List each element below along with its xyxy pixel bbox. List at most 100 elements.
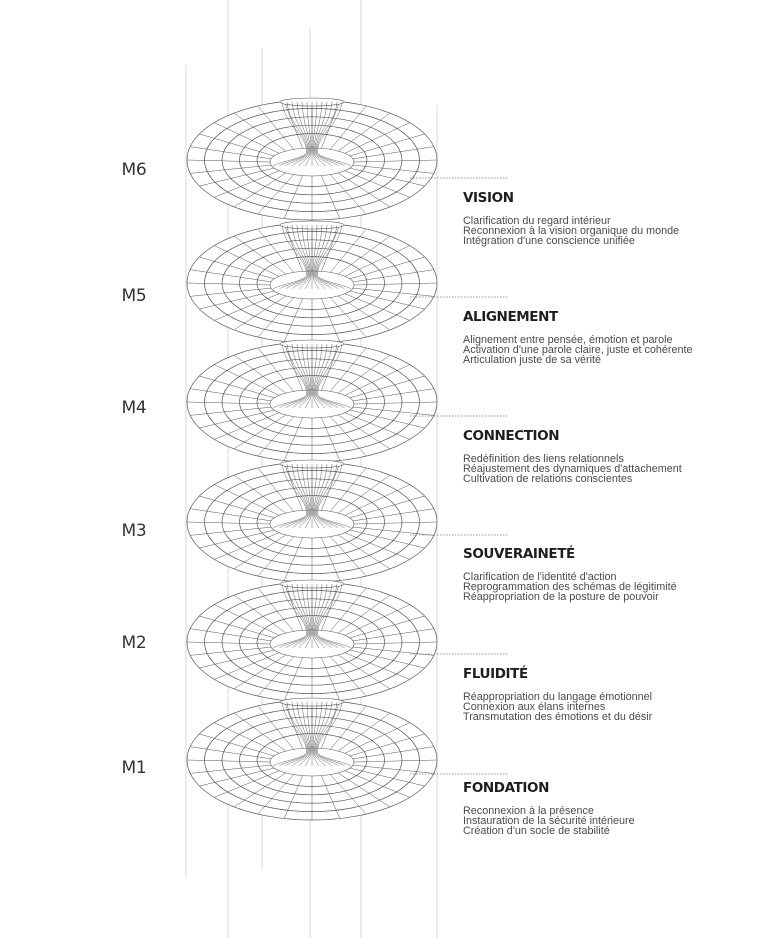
disc-spoke [190,646,272,656]
disc-spoke [321,657,341,701]
funnel-strand [314,274,332,290]
disc-spoke [349,375,425,399]
funnel-strand [296,224,310,276]
disc-spoke [214,412,280,440]
funnel-strand [313,101,323,153]
disc-spoke [257,656,294,697]
disc-spoke [321,537,341,581]
disc-spoke [233,594,286,634]
funnel-strand [314,393,332,409]
funnel-strand [281,343,307,395]
disc-spoke [283,657,303,701]
disc-spoke [199,649,275,669]
disc-spoke [190,764,272,774]
disc-spoke [344,484,410,516]
disc-spoke [330,536,367,577]
disc-spoke [330,656,367,697]
funnel-strand [316,513,345,529]
funnel-strand [305,274,312,290]
funnel [272,579,352,649]
level-block-alignement: ALIGNEMENT Alignement entre pensée, émot… [463,309,763,365]
level-block-fondation: FONDATION Reconnexion à la présence Inst… [463,780,763,836]
disc-spoke [338,295,391,331]
description-line: Instauration de la sécurité intérieure [463,815,635,827]
disc-spoke [190,146,272,160]
funnel [272,97,352,167]
funnel-strand [296,463,310,515]
disc-spoke [233,414,286,450]
funnel-strand [314,751,332,767]
funnel-strand [279,274,308,290]
funnel-strand [306,463,312,515]
funnel-strand [312,151,319,167]
funnel-strand [313,343,323,395]
disc-spoke [190,526,272,536]
funnel-strand [314,343,328,395]
disc-spoke [352,164,434,174]
level-block-vision: VISION Clarification du regard intérieur… [463,190,763,246]
description-line: Reprogrammation des schémas de légitimit… [463,581,677,593]
disc-m3 [186,459,438,583]
funnel-strand [292,513,310,529]
funnel-strand [316,463,338,515]
disc-spoke [352,746,434,760]
disc-spoke [352,287,434,297]
disc-spoke [199,375,275,399]
disc-spoke [283,101,303,149]
disc-spoke [283,537,303,581]
funnel-strand [285,513,309,529]
funnel-strand [279,513,308,529]
funnel-strand [285,393,309,409]
funnel-strand [292,274,310,290]
funnel-strand [315,701,333,753]
funnel-strand [272,151,307,167]
disc-spoke [344,245,410,277]
funnel-strand [312,274,319,290]
level-code-m2: M2 [121,633,147,653]
funnel-strand [305,151,312,167]
funnel-strand [313,463,323,515]
funnel-strand [272,393,307,409]
disc-spoke [330,774,367,815]
disc-spoke [257,467,294,512]
funnel-strand [317,151,352,167]
funnel-strand [306,583,312,635]
disc-spoke [186,641,271,645]
disc-spoke [283,417,303,461]
disc-spoke [190,269,272,283]
funnel-strand [281,101,307,153]
funnel-strand [314,701,328,753]
disc-spoke [344,770,410,798]
disc-spoke [344,170,410,198]
funnel-strand [291,583,309,635]
disc-spoke [338,354,391,394]
disc-spoke [190,628,272,642]
disc-spoke [214,170,280,198]
level-title: CONNECTION [463,428,560,444]
disc-spoke [233,172,286,208]
disc-spoke [190,287,272,297]
funnel-strand [317,513,352,529]
disc-m5 [186,220,438,344]
funnel-strand [315,463,333,515]
description-line: Intégration d'une conscience unifiée [463,235,635,247]
level-description: Redéfinition des liens relationnels Réaj… [463,454,763,485]
disc-spoke [352,388,434,402]
disc-spoke [352,764,434,774]
funnel-strand [298,151,311,167]
funnel-strand [312,633,319,649]
funnel-strand [312,701,318,753]
funnel-strand [291,463,309,515]
funnel-strand [312,463,318,515]
funnel [272,339,352,409]
level-code-m1: M1 [121,758,147,778]
disc-spoke [352,269,434,283]
disc-spoke [353,282,438,286]
funnel-strand [314,583,328,635]
disc-spoke [283,583,303,631]
funnel-strand [313,151,326,167]
disc-spoke [353,759,438,763]
disc-spoke [330,174,367,215]
disc-spoke [321,101,341,149]
disc-spoke [283,175,303,219]
